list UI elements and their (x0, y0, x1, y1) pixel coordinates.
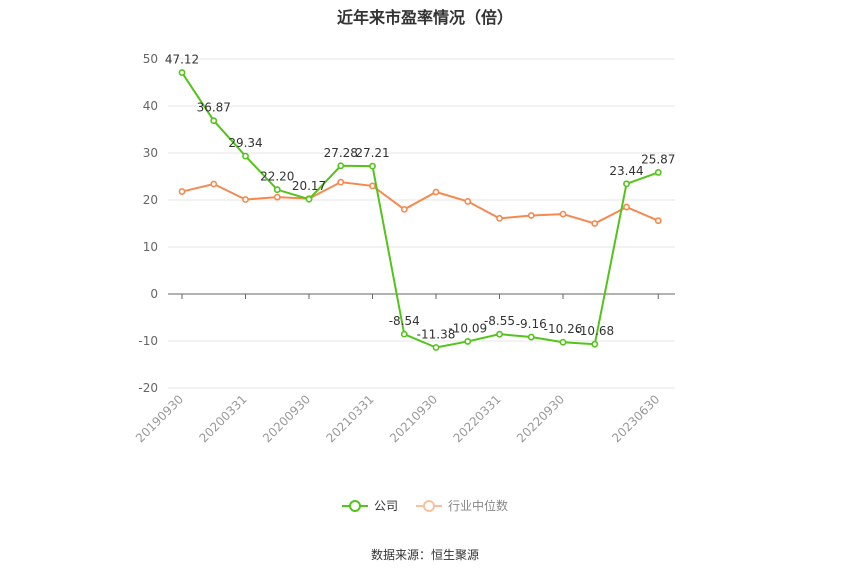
data-label: -11.38 (417, 327, 456, 341)
chart-title: 近年来市盈率情况（倍） (336, 8, 513, 27)
point-company (400, 330, 408, 338)
point-company (210, 117, 218, 125)
point-company (496, 330, 503, 338)
series-line-industry-median (181, 181, 659, 225)
legend-swatch-industry-median (416, 499, 442, 512)
point-industry-median (178, 188, 186, 195)
data-label: 27.21 (355, 146, 389, 160)
legend-item-industry-median[interactable]: 行业中位数 (416, 497, 508, 514)
y-tick-label: 20 (143, 193, 158, 207)
point-company (178, 69, 186, 76)
point-industry-median (242, 196, 249, 203)
x-tick-label: 20190930 (133, 392, 186, 445)
y-tick-label: -10 (138, 334, 158, 348)
point-company (242, 152, 249, 160)
data-label: -10.26 (544, 322, 583, 336)
point-company (432, 344, 440, 351)
point-industry-median (400, 205, 408, 213)
point-industry-median (591, 220, 599, 227)
legend: 公司 行业中位数 (0, 497, 850, 514)
x-tick-label: 20210331 (324, 392, 377, 445)
x-tick-label: 20230630 (609, 392, 662, 445)
point-company (369, 162, 376, 170)
y-tick-label: 10 (143, 240, 158, 254)
point-industry-median (654, 217, 662, 225)
legend-label-industry-median: 行业中位数 (448, 499, 509, 513)
data-label: -10.68 (575, 324, 614, 338)
point-industry-median (496, 214, 503, 222)
data-label: 25.87 (641, 152, 675, 166)
series-line-company (181, 71, 659, 349)
legend-swatch-company (341, 499, 368, 512)
data-label: 47.12 (165, 53, 199, 67)
point-industry-median (210, 180, 218, 188)
y-tick-label: 50 (143, 52, 158, 66)
source-note: 数据来源：恒生聚源 (370, 548, 479, 562)
data-label: 29.34 (228, 136, 262, 150)
data-label: 20.17 (292, 179, 326, 193)
point-company (623, 180, 630, 188)
data-label: -8.54 (389, 314, 420, 328)
data-label: 22.20 (260, 170, 294, 184)
point-company (559, 338, 567, 346)
point-company (305, 195, 313, 203)
data-label: 27.28 (324, 146, 358, 160)
point-industry-median (369, 182, 376, 190)
point-company (337, 162, 345, 170)
point-company (273, 186, 281, 194)
data-label: 23.44 (609, 164, 643, 178)
point-industry-median (623, 203, 630, 211)
x-tick-label: 20200930 (260, 392, 313, 445)
point-industry-median (432, 188, 440, 196)
point-industry-median (273, 193, 281, 201)
y-tick-label: 30 (143, 146, 158, 160)
x-tick-label: 20220331 (451, 392, 504, 445)
y-tick-label: -20 (138, 381, 158, 395)
legend-item-company[interactable]: 公司 (341, 497, 398, 514)
point-company (591, 340, 599, 348)
data-label: -8.55 (484, 314, 515, 328)
y-tick-label: 40 (143, 99, 158, 113)
point-company (464, 338, 472, 345)
data-label: -10.09 (448, 321, 487, 335)
x-tick-label: 20200331 (197, 392, 250, 445)
x-tick-label: 20220930 (514, 392, 567, 445)
y-tick-label: 0 (150, 287, 158, 301)
point-company (654, 169, 662, 176)
x-tick-label: 20210930 (387, 392, 440, 445)
point-industry-median (337, 178, 345, 186)
point-industry-median (527, 212, 535, 219)
point-industry-median (464, 198, 472, 205)
data-label: -9.16 (516, 317, 547, 331)
point-industry-median (559, 210, 567, 218)
point-company (527, 333, 535, 341)
legend-label-company: 公司 (373, 499, 398, 513)
data-label: 36.87 (197, 101, 231, 115)
